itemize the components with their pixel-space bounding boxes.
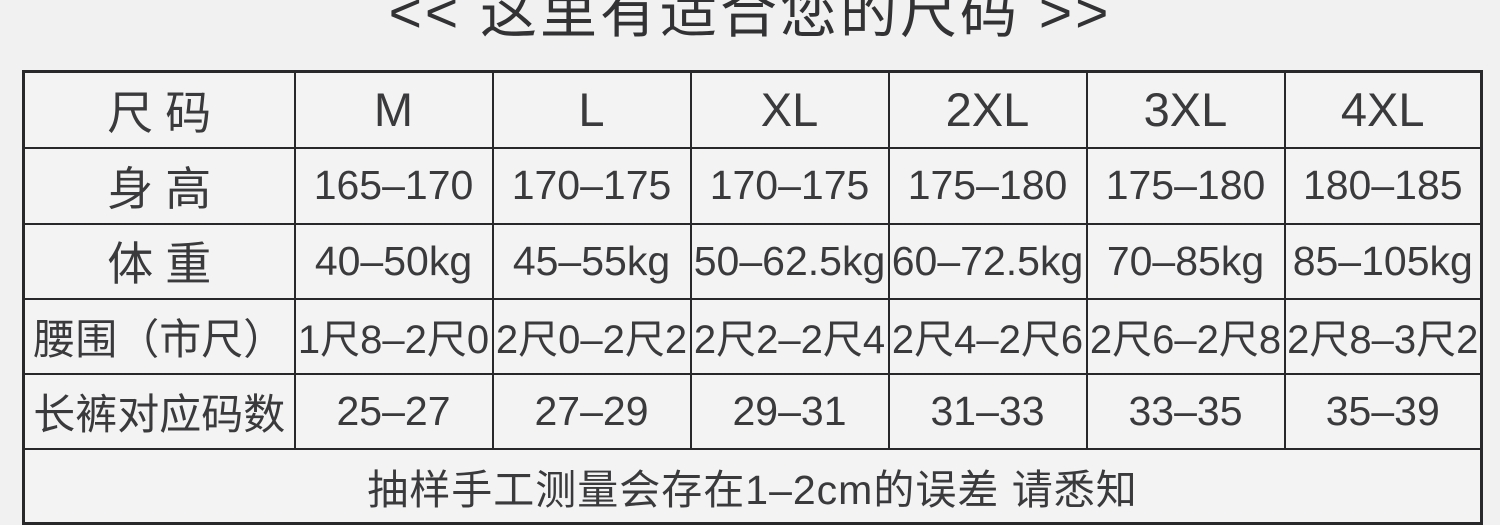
- table-row-note: 抽样手工测量会存在1–2cm的误差 请悉知: [22, 447, 1483, 525]
- row-label-pants-size: 长裤对应码数: [22, 372, 296, 450]
- row-label-waist: 腰围（市尺）: [22, 297, 296, 375]
- height-value: 175–180: [887, 146, 1088, 225]
- table-row-weight: 体重 40–50kg 45–55kg 50–62.5kg 60–72.5kg 7…: [22, 222, 1483, 300]
- pants-size-value: 25–27: [293, 372, 494, 450]
- waist-value: 2尺6–2尺8: [1085, 297, 1286, 375]
- waist-value: 2尺0–2尺2: [491, 297, 692, 375]
- header-label-size: 尺码: [22, 70, 296, 149]
- pants-size-value: 27–29: [491, 372, 692, 450]
- table-row-waist: 腰围（市尺） 1尺8–2尺0 2尺0–2尺2 2尺2–2尺4 2尺4–2尺6 2…: [22, 297, 1483, 375]
- weight-value: 70–85kg: [1085, 222, 1286, 300]
- pants-size-value: 31–33: [887, 372, 1088, 450]
- height-value: 180–185: [1283, 146, 1483, 225]
- waist-value: 2尺4–2尺6: [887, 297, 1088, 375]
- table-row-height: 身高 165–170 170–175 170–175 175–180 175–1…: [22, 146, 1483, 225]
- height-value: 175–180: [1085, 146, 1286, 225]
- weight-value: 85–105kg: [1283, 222, 1483, 300]
- pants-size-value: 35–39: [1283, 372, 1483, 450]
- page-title: << 这里有适合您的尺码 >>: [388, 0, 1112, 45]
- pants-size-value: 29–31: [689, 372, 890, 450]
- size-header-xl: XL: [689, 70, 890, 149]
- table-row-pants-size: 长裤对应码数 25–27 27–29 29–31 31–33 33–35 35–…: [22, 372, 1483, 450]
- size-header-4xl: 4XL: [1283, 70, 1483, 149]
- weight-value: 60–72.5kg: [887, 222, 1088, 300]
- height-value: 165–170: [293, 146, 494, 225]
- waist-value: 2尺8–3尺2: [1283, 297, 1483, 375]
- height-value: 170–175: [491, 146, 692, 225]
- weight-value: 45–55kg: [491, 222, 692, 300]
- row-label-height: 身高: [22, 146, 296, 225]
- size-header-2xl: 2XL: [887, 70, 1088, 149]
- size-header-l: L: [491, 70, 692, 149]
- weight-value: 50–62.5kg: [689, 222, 890, 300]
- measurement-note: 抽样手工测量会存在1–2cm的误差 请悉知: [22, 447, 1483, 525]
- height-value: 170–175: [689, 146, 890, 225]
- size-header-3xl: 3XL: [1085, 70, 1286, 149]
- pants-size-value: 33–35: [1085, 372, 1286, 450]
- waist-value: 2尺2–2尺4: [689, 297, 890, 375]
- weight-value: 40–50kg: [293, 222, 494, 300]
- size-chart-table: 尺码 M L XL 2XL 3XL 4XL 身高 165–170 170–175…: [22, 70, 1483, 525]
- table-row-header: 尺码 M L XL 2XL 3XL 4XL: [22, 70, 1483, 149]
- waist-value: 1尺8–2尺0: [293, 297, 494, 375]
- size-header-m: M: [293, 70, 494, 149]
- row-label-weight: 体重: [22, 222, 296, 300]
